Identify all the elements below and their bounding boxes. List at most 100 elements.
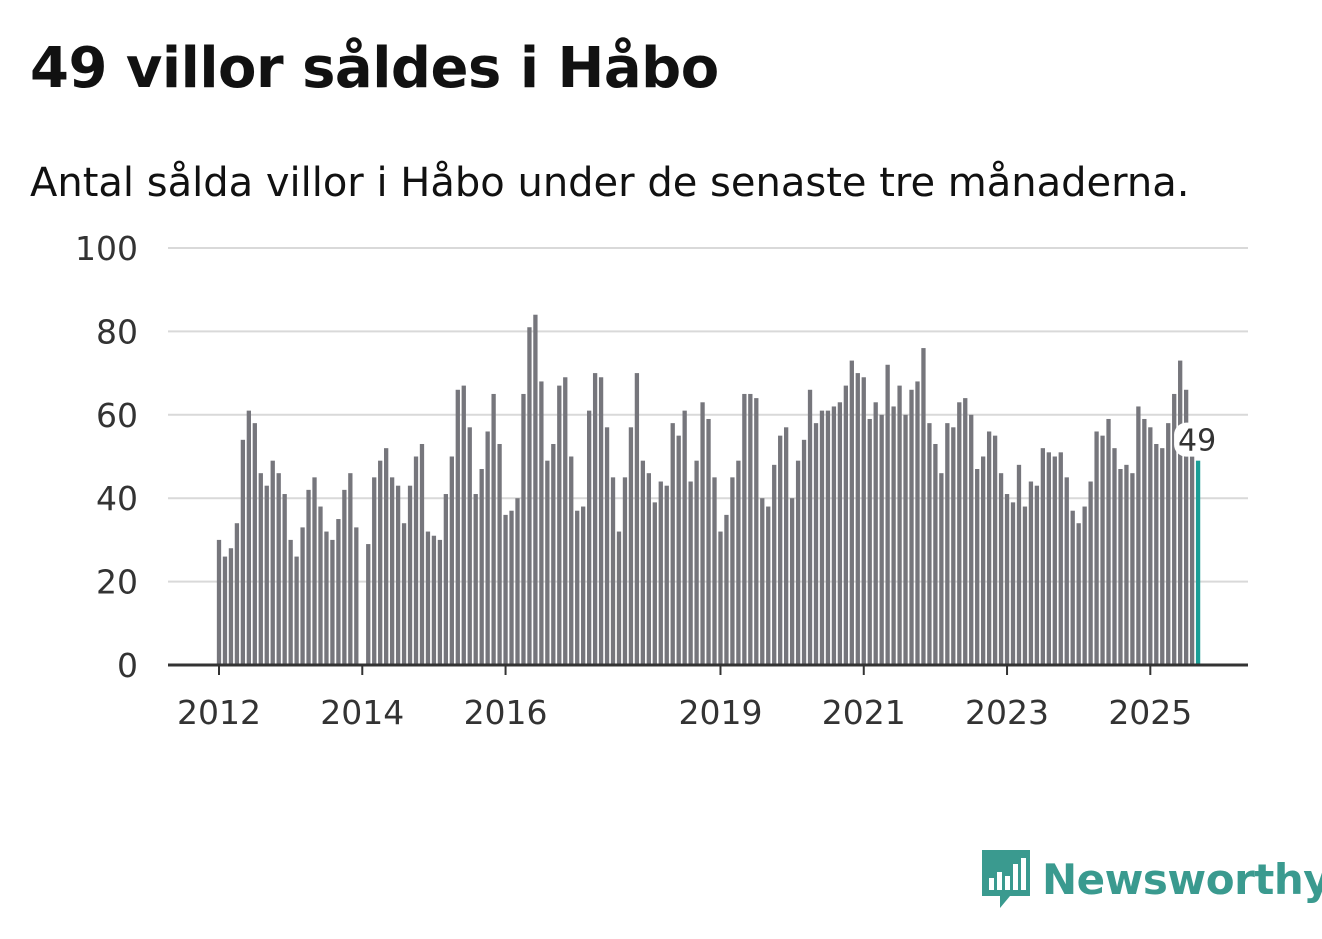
bar	[992, 435, 998, 665]
bar	[760, 498, 765, 665]
bar	[837, 402, 843, 665]
bar	[252, 423, 257, 665]
newsworthy-logo-icon	[982, 850, 1030, 908]
bar	[981, 456, 986, 665]
bar	[676, 435, 681, 665]
y-tick-label: 20	[96, 563, 138, 602]
bar	[1088, 481, 1093, 665]
bar	[801, 439, 807, 665]
bar	[461, 385, 466, 665]
bar	[1046, 452, 1051, 665]
bar	[497, 443, 502, 665]
bar	[598, 377, 604, 665]
y-tick-label: 60	[96, 396, 138, 435]
bar	[915, 381, 920, 665]
bar	[1028, 481, 1034, 665]
bar	[921, 348, 926, 665]
bar	[986, 431, 992, 665]
x-tick-label: 2019	[678, 693, 762, 732]
bar	[1178, 360, 1183, 665]
bar	[288, 539, 293, 665]
bar	[1034, 485, 1040, 665]
x-tick-label: 2021	[822, 693, 906, 732]
bar	[366, 544, 371, 665]
bar	[1094, 431, 1099, 665]
bar	[312, 477, 317, 665]
bar	[1166, 423, 1171, 665]
y-tick-label: 0	[117, 646, 138, 685]
bar	[963, 398, 968, 665]
bar	[897, 385, 902, 665]
bar	[736, 460, 741, 665]
bar	[1124, 464, 1129, 665]
bar	[700, 402, 705, 665]
bar	[443, 494, 449, 665]
bar	[604, 427, 610, 665]
bar	[1160, 448, 1165, 665]
bar	[1022, 506, 1028, 665]
bar	[539, 381, 544, 665]
bar	[395, 485, 401, 665]
bar	[778, 435, 783, 665]
bar	[276, 473, 281, 665]
x-tick-label: 2012	[177, 693, 261, 732]
bar	[664, 485, 669, 665]
bar	[240, 439, 246, 665]
bar	[1154, 443, 1159, 665]
bar	[1130, 473, 1135, 665]
bar	[551, 443, 556, 665]
bar	[1040, 448, 1046, 665]
bar	[521, 393, 526, 665]
bar	[1118, 469, 1123, 665]
bar	[228, 548, 234, 665]
bar	[1070, 510, 1075, 665]
bar	[336, 519, 341, 665]
bar	[694, 460, 699, 665]
bar	[861, 377, 866, 665]
bar	[491, 393, 496, 665]
bar	[586, 410, 592, 665]
bar	[1189, 448, 1195, 665]
bar	[855, 373, 860, 665]
bar	[419, 443, 425, 665]
bar	[330, 539, 335, 665]
bar	[306, 489, 311, 665]
bar	[1004, 494, 1010, 665]
bar	[795, 460, 801, 665]
bar	[927, 423, 932, 665]
bar	[1010, 502, 1016, 665]
bar	[592, 373, 598, 665]
bar	[1076, 523, 1081, 665]
bar	[933, 443, 938, 665]
bar	[246, 410, 251, 665]
bar	[766, 506, 771, 665]
bar	[634, 373, 640, 665]
bar	[939, 473, 944, 665]
bar	[831, 406, 837, 665]
x-tick-label: 2025	[1108, 693, 1192, 732]
bar	[807, 389, 813, 665]
bar	[610, 477, 616, 665]
bar	[437, 539, 443, 665]
bar	[957, 402, 962, 665]
bar	[1106, 418, 1111, 665]
bar	[413, 456, 419, 665]
bar	[1172, 393, 1177, 665]
bar	[628, 427, 634, 665]
bar	[616, 531, 622, 665]
bar	[688, 481, 693, 665]
bar	[730, 477, 735, 665]
bar	[754, 398, 759, 665]
bar	[789, 498, 795, 665]
bar	[515, 498, 520, 665]
bar-highlight	[1195, 460, 1201, 665]
bar	[885, 364, 890, 665]
bar	[843, 385, 848, 665]
bar	[1058, 452, 1063, 665]
bar	[479, 469, 484, 665]
bar	[509, 510, 514, 665]
bar	[903, 414, 908, 665]
x-tick-label: 2014	[320, 693, 404, 732]
bar	[772, 464, 777, 665]
chart-subtitle: Antal sålda villor i Håbo under de senas…	[30, 160, 1190, 206]
